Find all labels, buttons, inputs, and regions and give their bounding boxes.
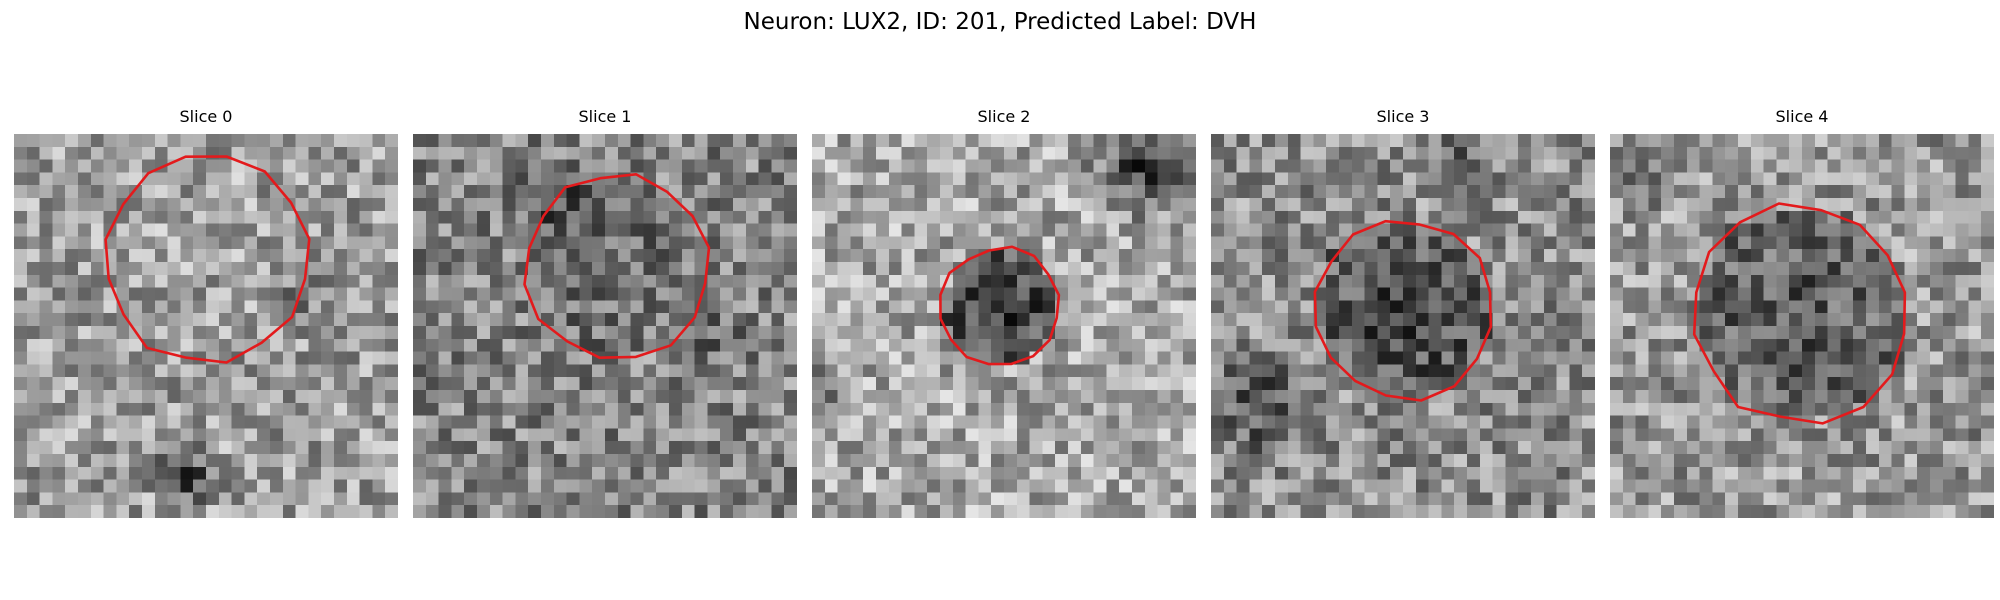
pixel-grid (1610, 134, 1994, 518)
slice-image (1211, 134, 1595, 518)
slice-image (14, 134, 398, 518)
pixel-grid (1211, 134, 1595, 518)
slice-title: Slice 1 (578, 107, 632, 126)
roi-contour (523, 172, 711, 359)
slice-image (413, 134, 797, 518)
slice-panel-2: Slice 2 (812, 106, 1196, 522)
slice-title: Slice 4 (1775, 107, 1829, 126)
slice-panel-1: Slice 1 (413, 106, 797, 522)
slice-title: Slice 0 (179, 107, 233, 126)
slice-panel-4: Slice 4 (1610, 106, 1994, 522)
slice-panel-3: Slice 3 (1211, 106, 1595, 522)
slice-image (812, 134, 1196, 518)
slice-title: Slice 3 (1376, 107, 1430, 126)
slice-panel-0: Slice 0 (14, 106, 398, 522)
slice-image (1610, 134, 1994, 518)
roi-contour (1692, 202, 1907, 425)
slice-title: Slice 2 (977, 107, 1031, 126)
roi-contour (939, 245, 1061, 366)
figure-title: Neuron: LUX2, ID: 201, Predicted Label: … (743, 9, 1257, 35)
roi-contour (104, 155, 311, 364)
pixel-grid (812, 134, 1196, 518)
pixel-grid (14, 134, 398, 518)
roi-contour (1313, 219, 1493, 402)
pixel-grid (413, 134, 797, 518)
